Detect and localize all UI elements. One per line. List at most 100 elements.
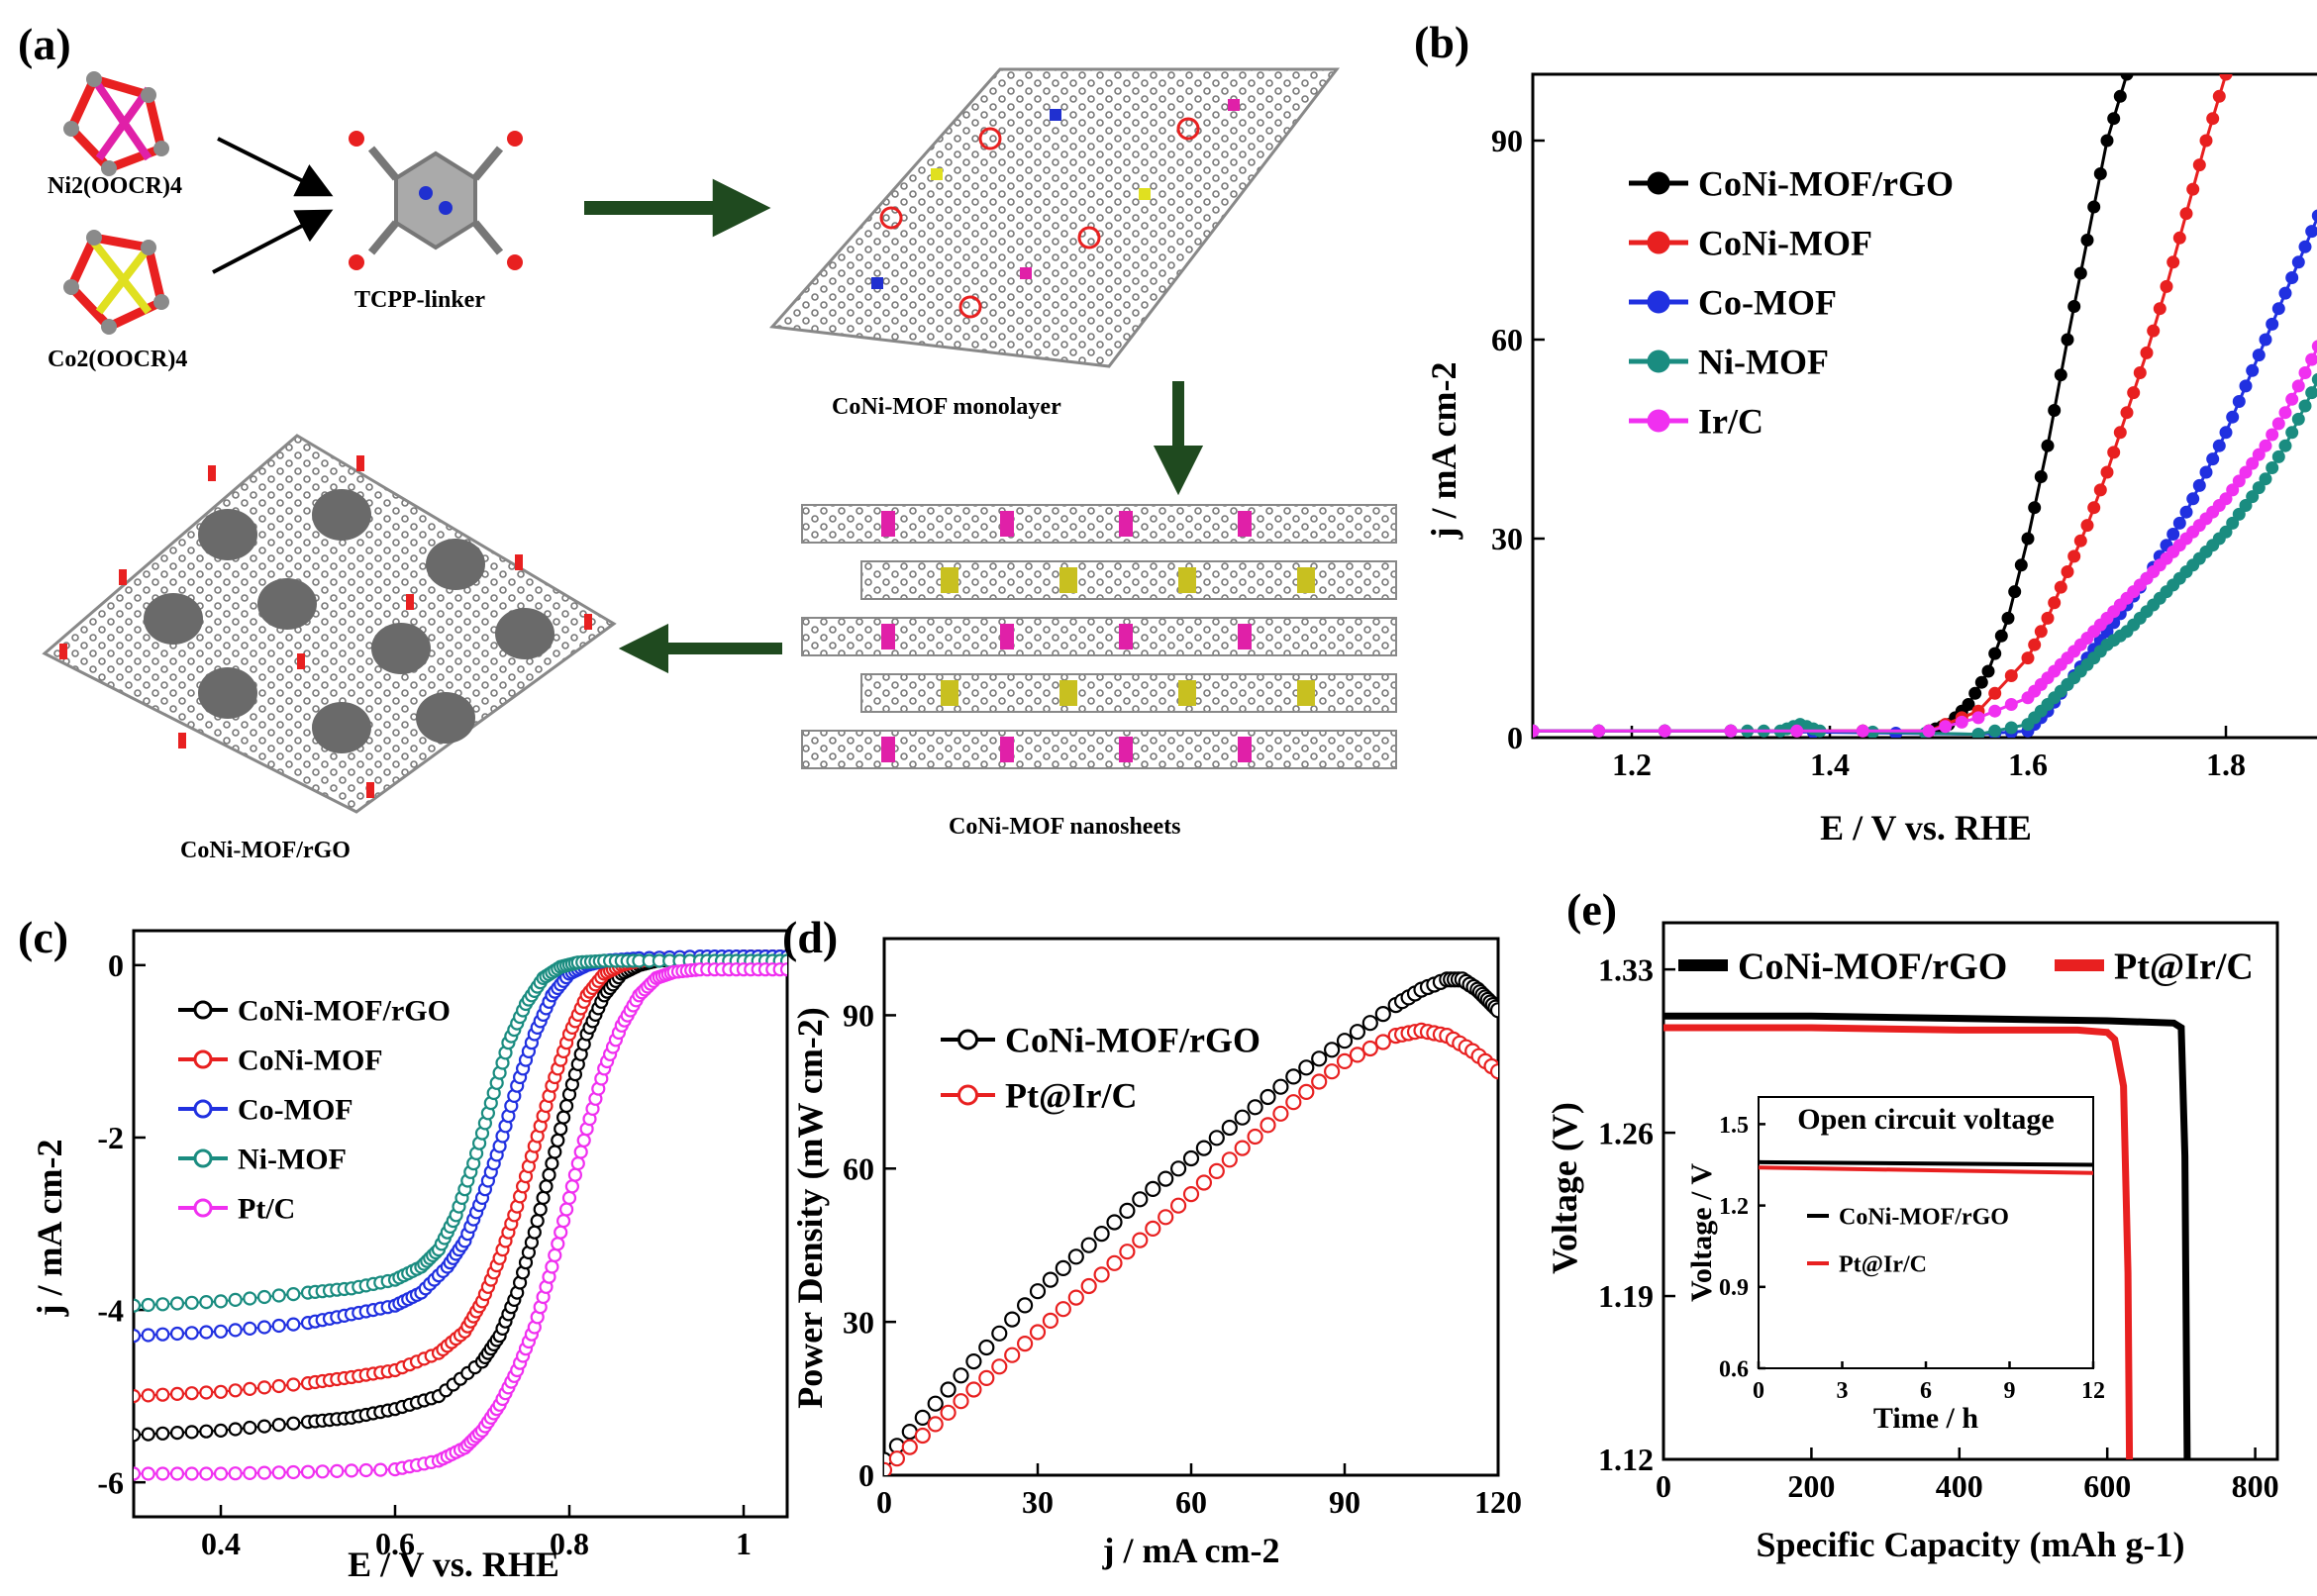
data-point xyxy=(1968,686,1982,700)
data-point xyxy=(228,1466,243,1481)
y-tick-label: 1.26 xyxy=(1598,1115,1654,1150)
data-point xyxy=(256,1380,272,1395)
inset-title: Open circuit voltage xyxy=(1797,1103,2054,1136)
data-point xyxy=(2285,392,2299,406)
panel-label-d: (d) xyxy=(782,912,838,962)
data-point xyxy=(914,1427,931,1445)
x-tick-label: 30 xyxy=(1022,1484,1054,1520)
data-point xyxy=(184,1326,199,1341)
x-tick-label: 12 xyxy=(2081,1378,2105,1404)
data-point xyxy=(965,1381,982,1398)
data-point xyxy=(2166,528,2180,541)
data-point xyxy=(2212,439,2226,452)
legend-label-pt-ir-c: Pt@Ir/C xyxy=(1005,1076,1137,1116)
data-point xyxy=(536,1190,551,1206)
data-point xyxy=(134,1298,142,1313)
data-point xyxy=(1349,1047,1366,1063)
data-point xyxy=(2067,300,2081,313)
y-tick-label: 60 xyxy=(1491,322,1523,357)
data-point xyxy=(1016,1335,1034,1352)
data-point xyxy=(888,1450,906,1467)
data-point xyxy=(1285,1068,1302,1085)
data-point xyxy=(2080,234,2094,247)
data-point xyxy=(169,1466,185,1481)
data-point xyxy=(1259,1088,1276,1106)
data-point xyxy=(256,1320,272,1335)
plot-area xyxy=(1663,1012,2191,1459)
y-axis-label: j / mA cm-2 xyxy=(30,1140,69,1318)
data-point xyxy=(1374,1034,1391,1050)
data-point xyxy=(1323,1063,1341,1080)
x-tick-label: 0 xyxy=(1753,1378,1764,1404)
legend-marker-coni-mof-rgo xyxy=(193,1000,213,1020)
data-point xyxy=(2259,333,2272,347)
data-point xyxy=(155,1466,170,1481)
orr-legend: CoNi-MOF/rGO CoNi-MOF Co-MOF Ni-MOF Pt/C xyxy=(178,995,451,1226)
data-point xyxy=(1169,1160,1187,1177)
data-point xyxy=(155,1426,170,1441)
x-tick-label: 0.8 xyxy=(550,1526,589,1561)
data-point xyxy=(2133,366,2147,379)
data-point xyxy=(551,1133,565,1147)
y-tick-label: 30 xyxy=(843,1304,874,1340)
legend-label-pt-c: Pt/C xyxy=(238,1193,295,1226)
series-line-co-mof xyxy=(134,955,787,1338)
legend-label-coni-mof-rgo: CoNi-MOF/rGO xyxy=(1698,164,1954,204)
data-point xyxy=(1080,1237,1097,1253)
x-axis-label: E / V vs. RHE xyxy=(348,1545,559,1584)
legend-marker-coni-mof xyxy=(193,1049,213,1069)
data-point xyxy=(2285,271,2299,284)
series-co-mof xyxy=(1533,209,2317,738)
data-point xyxy=(243,1420,257,1436)
data-point xyxy=(779,962,787,977)
data-point xyxy=(573,1145,588,1159)
data-point xyxy=(1208,1162,1225,1180)
data-point xyxy=(2172,516,2186,530)
data-point xyxy=(1259,1117,1276,1134)
data-point xyxy=(169,1326,185,1342)
data-point xyxy=(2093,167,2107,180)
legend-label-coni-mof: CoNi-MOF xyxy=(1698,224,1872,263)
linker-label: TCPP-linker xyxy=(354,287,485,313)
data-point xyxy=(286,1416,301,1431)
data-point xyxy=(2219,525,2233,539)
data-point xyxy=(2120,74,2134,81)
data-point xyxy=(2291,379,2305,393)
y-tick-label: -4 xyxy=(97,1292,124,1328)
inset-x-axis-label: Time / h xyxy=(1873,1402,1978,1435)
x-axis-label: Specific Capacity (mAh g-1) xyxy=(1757,1525,2185,1564)
plot-area xyxy=(1533,74,2317,738)
data-point xyxy=(1195,1140,1213,1156)
data-point xyxy=(2021,651,2035,665)
x-tick-label: 60 xyxy=(1175,1484,1207,1520)
data-point xyxy=(2192,158,2206,172)
data-point xyxy=(1093,1225,1110,1243)
data-point xyxy=(991,1325,1008,1342)
data-point xyxy=(199,1424,214,1439)
power-plot: 0 30 60 90 120 0 30 60 90 xyxy=(843,971,1522,1520)
data-point xyxy=(1489,1002,1498,1019)
data-point xyxy=(2305,352,2317,366)
panel-d-power-density: (d) 0 30 60 90 120 0 30 60 90 CoNi-MOF/rGO Pt@Ir/… xyxy=(782,912,1522,1570)
data-point xyxy=(2232,395,2246,408)
data-point xyxy=(1533,724,1540,738)
data-point xyxy=(558,1098,574,1114)
series-pt-ir-c xyxy=(1759,1165,2093,1175)
data-point xyxy=(228,1292,243,1308)
data-point xyxy=(199,1466,214,1481)
data-point xyxy=(554,1122,568,1137)
ocv-inset: 0 3 6 9 120.60.91.21.5 Open circuit voltage … xyxy=(1685,1096,2105,1435)
data-point xyxy=(2008,585,2022,599)
series-pt-ir-c xyxy=(1663,1024,2134,1459)
y-axis-label: Voltage (V) xyxy=(1545,1102,1584,1274)
data-point xyxy=(1349,1024,1366,1041)
data-point xyxy=(2219,74,2233,81)
data-point xyxy=(2100,465,2114,479)
data-point xyxy=(558,1202,574,1217)
data-point xyxy=(1080,1277,1097,1295)
data-point xyxy=(1106,1214,1123,1231)
x-tick-label: 0.6 xyxy=(375,1526,415,1561)
x-tick-label: 90 xyxy=(1329,1484,1360,1520)
data-point xyxy=(1298,1059,1315,1076)
y-tick-label: 1.5 xyxy=(1719,1113,1749,1139)
